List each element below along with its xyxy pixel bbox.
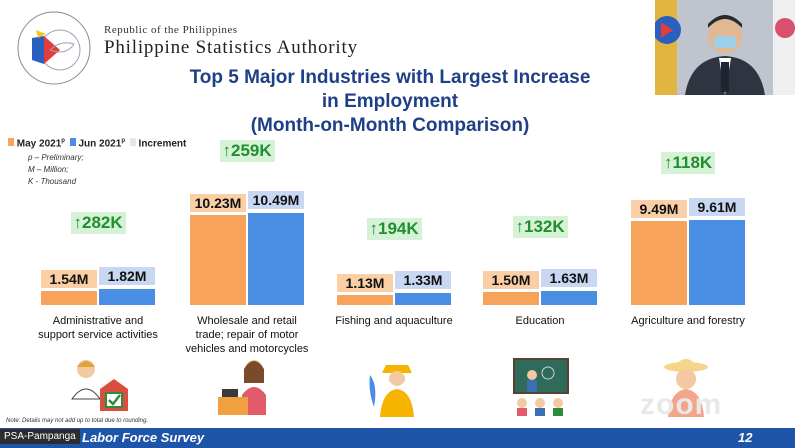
note-line: K - Thousand <box>28 177 77 186</box>
value-label-may: 1.50M <box>483 271 539 289</box>
participant-name-tag: PSA-Pampanga <box>0 429 80 444</box>
office-worker-icon <box>71 360 128 411</box>
bar-jun-2021 <box>248 213 304 305</box>
category-label: Education <box>465 314 615 328</box>
category-label-line: Fishing and aquaculture <box>335 315 453 327</box>
category-label-line: vehicles and motorcycles <box>185 343 309 355</box>
value-label-may: 1.54M <box>41 270 97 288</box>
increment-label: ↑282K <box>70 212 126 234</box>
legend: May 2021p Jun 2021p Increment <box>8 138 186 149</box>
legend-increment-label: Increment <box>138 138 187 150</box>
legend-may-label: May 2021 <box>16 138 62 150</box>
shop-vendor-icon <box>218 360 266 415</box>
legend-jun-swatch <box>69 138 76 147</box>
value-label-may: 1.13M <box>337 274 393 292</box>
category-label: Wholesale and retail trade; repair of mot… <box>172 314 322 356</box>
category-label-line: Administrative and <box>52 315 144 327</box>
note-line: M – Million; <box>28 165 69 174</box>
republic-label: Republic of the Philippines <box>104 24 238 36</box>
agency-name: Philippine Statistics Authority <box>104 37 358 58</box>
category-label-line: support service activities <box>38 329 158 341</box>
bar-jun-2021 <box>395 293 451 305</box>
chart-title: Top 5 Major Industries with Largest Incr… <box>140 66 640 138</box>
value-label-jun: 9.61M <box>689 198 745 216</box>
title-line-1: Top 5 Major Industries with Largest Incr… <box>189 67 591 88</box>
value-label-may: 10.23M <box>190 194 246 212</box>
legend-jun-sup: p <box>121 138 125 144</box>
legend-may-sup: p <box>61 138 65 144</box>
category-label: Agriculture and forestry <box>613 314 763 328</box>
category-label-line: Education <box>515 315 565 327</box>
page-number: 12 <box>738 430 753 445</box>
bar-may-2021 <box>337 295 393 305</box>
psa-logo <box>17 11 91 85</box>
legend-jun-label: Jun 2021 <box>78 138 122 150</box>
video-feed[interactable] <box>655 0 795 95</box>
teacher-classroom-icon <box>513 358 569 416</box>
increment-label: ↑259K <box>219 140 275 162</box>
value-label-jun: 1.82M <box>99 267 155 285</box>
title-line-2: in Employment <box>321 91 459 112</box>
value-label-jun: 10.49M <box>248 191 304 209</box>
category-label-line: trade; repair of motor <box>195 329 299 341</box>
category-label: Fishing and aquaculture <box>319 314 469 328</box>
legend-may-swatch <box>8 138 14 147</box>
bar-may-2021 <box>41 291 97 305</box>
footer-bar <box>0 428 795 448</box>
legend-inc-swatch <box>129 138 136 147</box>
zoom-watermark: zoom <box>640 388 723 421</box>
rounding-note: Note: Details may not add up to total du… <box>6 418 149 424</box>
note-line: p – Preliminary; <box>28 153 84 162</box>
value-label-jun: 1.63M <box>541 269 597 287</box>
increment-label: ↑132K <box>512 216 568 238</box>
farmer-icon <box>664 359 708 417</box>
bar-may-2021 <box>631 221 687 305</box>
title-line-3: (Month-on-Month Comparison) <box>250 115 530 136</box>
bar-may-2021 <box>190 215 246 305</box>
fisherman-icon <box>369 365 414 417</box>
increment-label: ↑194K <box>366 218 422 240</box>
value-label-may: 9.49M <box>631 200 687 218</box>
footer-title: Labor Force Survey <box>82 430 205 445</box>
category-label: Administrative and support service activi… <box>23 314 173 342</box>
category-label-line: Wholesale and retail <box>197 315 297 327</box>
category-label-line: Agriculture and forestry <box>631 315 745 327</box>
bar-jun-2021 <box>541 291 597 305</box>
notes: p – Preliminary; M – Million; K - Thousa… <box>28 152 84 188</box>
bar-jun-2021 <box>99 289 155 305</box>
increment-label: ↑118K <box>661 152 716 174</box>
bar-jun-2021 <box>689 220 745 305</box>
speaker-video <box>655 0 795 95</box>
value-label-jun: 1.33M <box>395 271 451 289</box>
bar-may-2021 <box>483 292 539 305</box>
